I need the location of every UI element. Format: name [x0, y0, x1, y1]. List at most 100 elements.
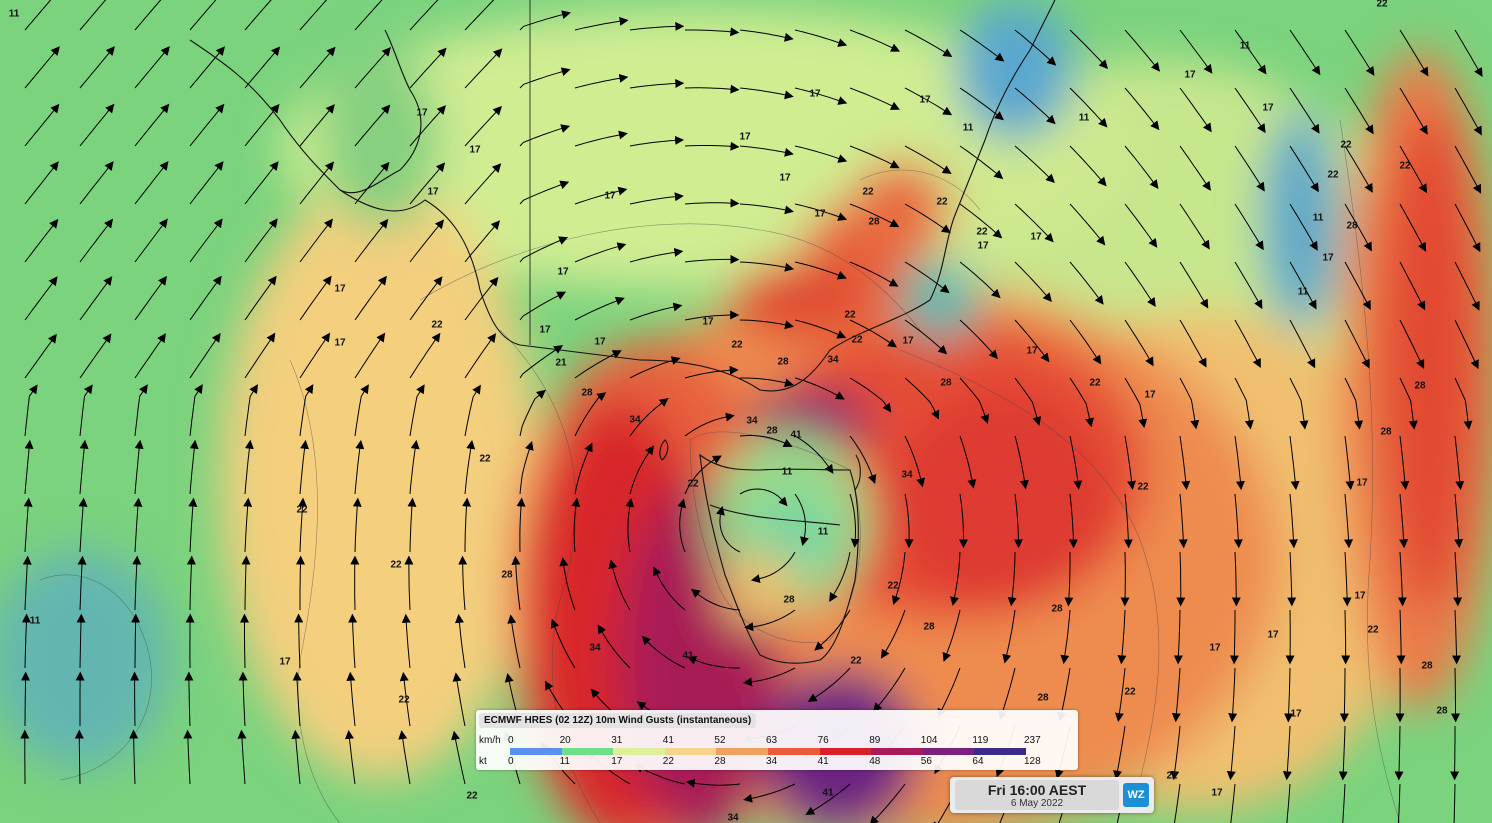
streamline	[134, 0, 162, 31]
streamline	[291, 729, 301, 785]
contour-label: 17	[779, 173, 791, 184]
streamline	[1342, 783, 1346, 823]
streamline	[794, 145, 848, 163]
valid-time-label: Fri 16:00 AEST	[987, 782, 1087, 798]
contour-label: 17	[902, 336, 914, 347]
tick-label: 76	[817, 735, 829, 746]
streamline	[684, 254, 740, 264]
weatherzone-logo[interactable]: WZ	[1123, 783, 1149, 807]
streamline	[511, 555, 521, 611]
streamline	[1234, 435, 1245, 491]
contour-label: 28	[1037, 693, 1049, 704]
streamline	[1341, 609, 1351, 665]
streamline	[1344, 29, 1375, 76]
contour-labels: 11 17 17 17 17 17 17 17 11 11 17 11 22 17 22 22 22 11 28 17…	[9, 0, 1448, 823]
streamline	[189, 0, 217, 31]
tick-label: 52	[714, 735, 726, 746]
contour-label: 17	[557, 267, 569, 278]
streamline	[1069, 435, 1083, 490]
streamline	[454, 613, 466, 669]
tick-label: 41	[662, 735, 674, 746]
streamline	[409, 439, 420, 495]
streamline	[794, 493, 809, 546]
tick-label: 17	[611, 756, 623, 767]
streamline	[1289, 203, 1318, 251]
streamline	[464, 0, 503, 31]
contour-label: 17	[1211, 788, 1223, 799]
streamline	[1397, 783, 1401, 823]
contour-label: 17	[539, 325, 551, 336]
streamline	[24, 0, 52, 31]
streamline	[814, 609, 851, 651]
contour-label: 22	[687, 479, 699, 490]
streamline	[129, 729, 139, 785]
streamline	[1124, 145, 1159, 189]
streamline	[684, 412, 735, 437]
streamline	[1234, 87, 1266, 134]
contour-label: 34	[727, 813, 739, 823]
streamline	[685, 778, 741, 788]
contour-label: 28	[868, 217, 880, 228]
streamline	[794, 377, 845, 400]
streamline	[687, 656, 740, 669]
streamline	[1234, 203, 1264, 251]
streamline	[1173, 783, 1181, 823]
streamline	[519, 67, 571, 89]
streamline	[244, 384, 259, 437]
streamline	[183, 729, 193, 785]
streamline	[1229, 610, 1239, 665]
streamline	[519, 441, 534, 495]
streamline	[1124, 377, 1148, 429]
streamline	[807, 667, 851, 702]
streamline	[1014, 377, 1042, 426]
streamline	[401, 613, 411, 669]
streamline	[76, 613, 86, 669]
contour-label: 17	[809, 89, 821, 100]
color-swatch	[664, 748, 717, 755]
streamline	[1454, 377, 1473, 430]
streamline	[464, 276, 499, 321]
streamline	[677, 498, 686, 553]
legend-panel: ECMWF HRES (02 12Z) 10m Wind Gusts (inst…	[476, 710, 1078, 770]
streamline	[77, 555, 87, 611]
contour-label: 22	[936, 197, 948, 208]
contour-label: 22	[398, 695, 410, 706]
streamline	[742, 667, 796, 687]
streamline	[1282, 725, 1292, 781]
streamline	[559, 557, 576, 611]
streamline	[959, 493, 968, 549]
streamline	[1399, 319, 1425, 369]
streamline	[1399, 493, 1409, 549]
streamline	[574, 296, 625, 321]
contour-label: 22	[390, 560, 402, 571]
streamline	[189, 275, 222, 321]
streamline	[464, 439, 476, 495]
streamline	[942, 609, 961, 662]
contour-label: 11	[9, 9, 20, 20]
streamline	[189, 332, 221, 379]
streamline	[409, 384, 425, 437]
streamline	[950, 551, 961, 606]
contour-label: 17	[1030, 232, 1042, 243]
contour-label: 22	[296, 505, 308, 516]
wind-streamlines	[20, 0, 1483, 823]
color-swatch	[819, 748, 872, 755]
streamline	[849, 203, 900, 228]
streamline	[240, 613, 249, 669]
contour-label: 11	[818, 527, 829, 538]
streamline	[188, 497, 198, 553]
contour-label: 34	[629, 415, 641, 426]
streamline	[904, 319, 948, 355]
streamline	[1014, 319, 1050, 363]
streamline	[641, 635, 686, 669]
streamline	[244, 439, 254, 495]
streamline	[740, 377, 794, 388]
streamline	[716, 505, 741, 553]
streamline	[464, 220, 501, 263]
streamline	[629, 356, 681, 379]
streamline	[1123, 493, 1133, 549]
streamline	[407, 497, 417, 553]
streamline	[684, 198, 740, 208]
color-swatch	[510, 748, 562, 755]
